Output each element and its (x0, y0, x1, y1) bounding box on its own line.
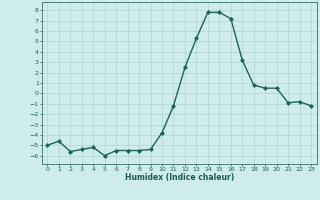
X-axis label: Humidex (Indice chaleur): Humidex (Indice chaleur) (124, 173, 234, 182)
